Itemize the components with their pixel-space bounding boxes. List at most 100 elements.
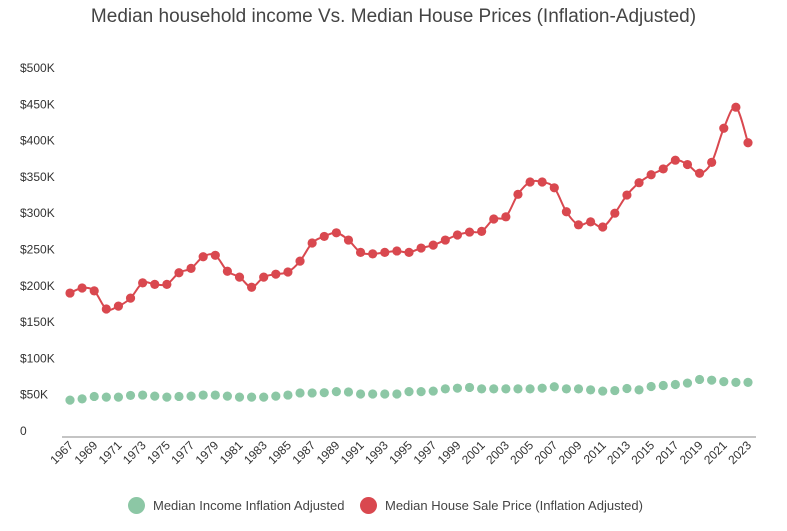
income-point <box>464 382 475 393</box>
income-point <box>428 386 438 396</box>
income-point <box>392 389 402 399</box>
house-price-point <box>150 279 160 289</box>
income-point <box>125 390 136 401</box>
y-tick-label: $500K <box>20 61 55 75</box>
income-point <box>694 374 705 385</box>
income-point <box>222 391 232 401</box>
x-tick-label: 2011 <box>581 438 609 466</box>
income-point <box>65 395 75 405</box>
house-price-point <box>622 190 632 200</box>
x-tick-label: 2009 <box>556 438 585 467</box>
income-point <box>646 381 656 392</box>
house-price-point <box>89 286 99 296</box>
house-price-point <box>125 293 136 303</box>
house-price-point <box>501 212 511 222</box>
x-tick-label: 1993 <box>362 438 391 467</box>
house-price-point <box>549 183 559 193</box>
house-price-point <box>271 269 281 279</box>
house-price-point <box>113 301 124 311</box>
house-price-point <box>319 231 329 242</box>
income-point <box>343 387 354 397</box>
house-price-point <box>634 178 644 188</box>
income-point <box>610 385 620 396</box>
y-tick-label: $150K <box>20 315 55 329</box>
x-tick-label: 1981 <box>217 438 246 467</box>
income-point <box>368 389 378 399</box>
income-point <box>537 383 547 393</box>
x-tick-label: 1987 <box>289 438 318 467</box>
legend-item-house-price[interactable]: Median House Sale Price (Inflation Adjus… <box>360 497 643 514</box>
x-tick-label: 2021 <box>701 438 730 467</box>
x-tick-label: 1999 <box>435 438 464 467</box>
x-tick-label: 2017 <box>653 438 682 467</box>
income-point <box>501 384 511 394</box>
income-point <box>404 387 414 397</box>
income-point <box>113 392 124 402</box>
house-price-point <box>573 220 584 230</box>
house-price-point <box>464 227 475 237</box>
x-tick-label: 1985 <box>265 438 294 467</box>
y-tick-label: $200K <box>20 279 55 293</box>
house-price-point <box>682 159 693 170</box>
x-tick-label: 1991 <box>338 438 367 467</box>
income-point <box>513 384 523 394</box>
legend-item-income[interactable]: Median Income Inflation Adjusted <box>128 497 345 514</box>
income-point <box>295 388 305 398</box>
income-point <box>416 387 426 397</box>
income-point <box>150 391 160 401</box>
x-tick-label: 1969 <box>72 438 101 467</box>
house-price-point <box>186 263 196 273</box>
house-price-point <box>210 250 220 260</box>
x-tick-label: 2005 <box>507 438 536 467</box>
house-price-point <box>743 138 753 148</box>
x-tick-label: 2023 <box>725 438 754 467</box>
house-price-point <box>174 268 184 278</box>
x-tick-label: 1995 <box>386 438 415 467</box>
y-tick-label: $250K <box>20 243 55 257</box>
income-point <box>186 391 196 401</box>
house-price-point <box>707 157 717 167</box>
income-point <box>440 384 450 394</box>
house-price-point <box>646 170 656 180</box>
house-price-point <box>489 214 499 224</box>
income-point <box>210 390 220 400</box>
house-price-point <box>525 177 535 187</box>
house-price-point <box>392 246 402 256</box>
house-price-point <box>247 282 257 292</box>
x-tick-label: 2019 <box>677 438 706 467</box>
income-point <box>573 384 584 394</box>
income-point <box>101 392 111 402</box>
income-point <box>283 390 293 400</box>
income-point <box>355 389 366 399</box>
income-point <box>198 390 208 400</box>
x-tick-label: 1971 <box>96 438 125 467</box>
house-price-point <box>138 278 148 288</box>
x-tick-label: 1983 <box>241 438 270 467</box>
house-price-point <box>452 230 463 240</box>
house-price-point <box>331 228 341 238</box>
legend-marker-icon <box>128 497 145 514</box>
house-price-point <box>670 155 680 165</box>
income-point <box>598 386 608 396</box>
house-price-point <box>719 123 729 133</box>
income-point <box>89 391 99 402</box>
house-price-point <box>513 189 523 199</box>
house-price-point <box>561 207 571 217</box>
income-point <box>670 379 680 390</box>
house-price-point <box>610 208 620 218</box>
house-price-point <box>731 102 741 112</box>
income-point <box>707 375 717 385</box>
y-tick-label: $50K <box>20 388 48 402</box>
y-tick-label: $400K <box>20 134 55 148</box>
income-point <box>561 384 571 394</box>
income-point <box>634 385 644 395</box>
income-point <box>307 388 317 398</box>
x-tick-label: 1967 <box>47 438 76 467</box>
income-point <box>477 384 487 394</box>
income-point <box>525 384 535 394</box>
x-tick-label: 2007 <box>532 438 561 467</box>
income-point <box>331 387 341 397</box>
x-tick-label: 2015 <box>628 438 657 467</box>
house-price-point <box>234 272 245 282</box>
